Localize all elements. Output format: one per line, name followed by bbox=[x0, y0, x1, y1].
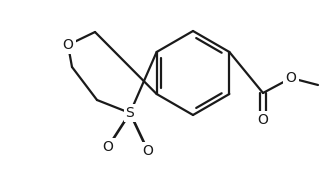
Text: O: O bbox=[143, 144, 153, 158]
Text: S: S bbox=[126, 106, 134, 120]
Text: O: O bbox=[257, 113, 268, 127]
Text: O: O bbox=[285, 71, 296, 85]
Text: O: O bbox=[103, 140, 114, 154]
Text: O: O bbox=[63, 38, 74, 52]
